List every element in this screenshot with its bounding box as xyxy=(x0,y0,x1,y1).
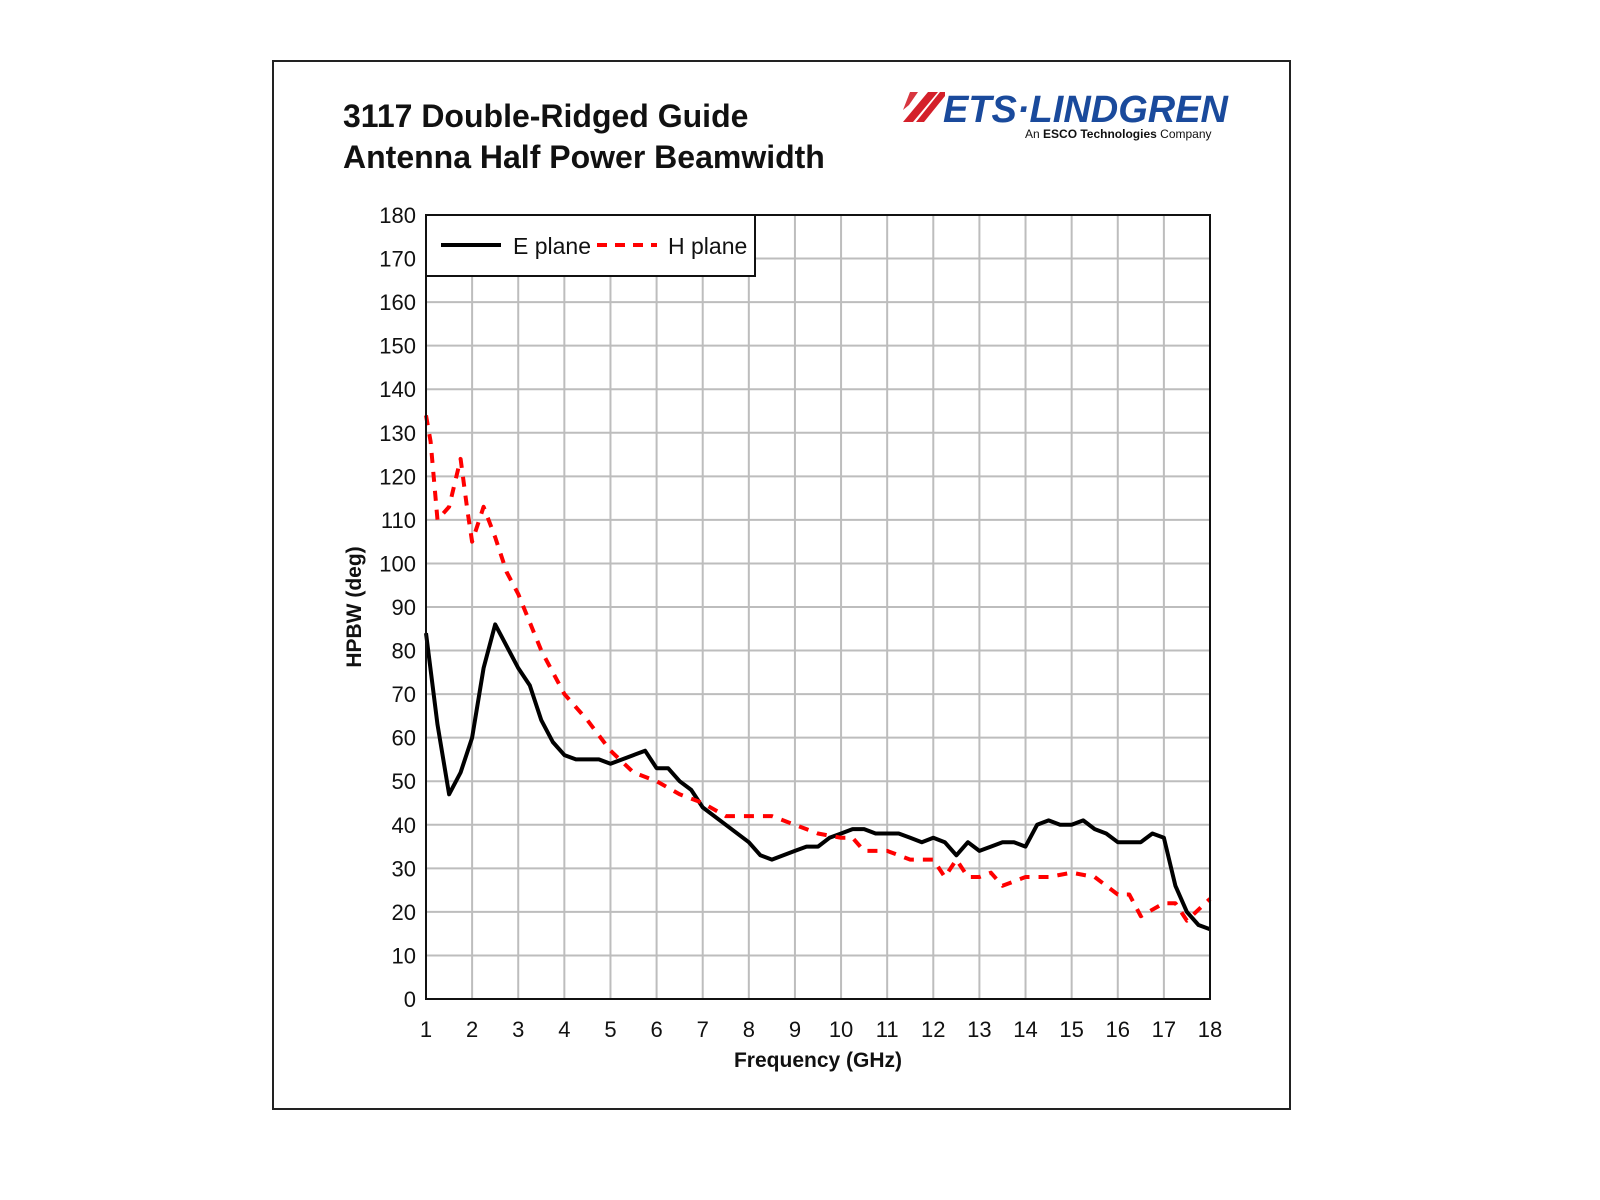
series-line-h-plane xyxy=(424,415,1212,923)
y-tick-label: 90 xyxy=(392,595,416,620)
x-tick-label: 3 xyxy=(512,1017,524,1042)
x-tick-label: 12 xyxy=(921,1017,945,1042)
x-tick-label: 14 xyxy=(1013,1017,1037,1042)
x-tick-label: 1 xyxy=(420,1017,432,1042)
plot-frame xyxy=(425,214,1211,1000)
x-tick-label: 18 xyxy=(1198,1017,1222,1042)
x-tick-label: 13 xyxy=(967,1017,991,1042)
y-tick-label: 60 xyxy=(392,726,416,751)
y-tick-label: 130 xyxy=(379,421,416,446)
series-line-e-plane xyxy=(424,622,1211,932)
y-tick-label: 120 xyxy=(379,464,416,489)
ets-lindgren-logo: ETS·LINDGREN An ESCO Technologies Compan… xyxy=(903,89,1230,141)
y-axis-label: HPBW (deg) xyxy=(343,546,366,667)
legend-label-e-plane: E plane xyxy=(513,233,591,259)
chart-title-line1: 3117 Double-Ridged Guide xyxy=(343,98,748,134)
x-tick-label: 2 xyxy=(466,1017,478,1042)
y-tick-label: 0 xyxy=(404,987,416,1012)
y-tick-label: 180 xyxy=(379,203,416,228)
x-tick-label: 11 xyxy=(876,1017,899,1042)
x-tick-label: 6 xyxy=(650,1017,662,1042)
y-tick-label: 20 xyxy=(392,900,416,925)
y-tick-label: 110 xyxy=(381,508,416,533)
svg-text:An ESCO Technologies Company: An ESCO Technologies Company xyxy=(1025,127,1212,141)
y-tick-label: 10 xyxy=(392,943,416,968)
x-tick-label: 9 xyxy=(789,1017,801,1042)
chart-title-line2: Antenna Half Power Beamwidth xyxy=(343,139,825,175)
y-tick-label: 70 xyxy=(392,682,416,707)
x-tick-label: 7 xyxy=(697,1017,709,1042)
x-tick-label: 17 xyxy=(1152,1017,1176,1042)
svg-text:ETS·LINDGREN: ETS·LINDGREN xyxy=(943,89,1230,131)
y-tick-label: 140 xyxy=(379,377,416,402)
y-tick-label: 80 xyxy=(392,639,416,664)
legend-label-h-plane: H plane xyxy=(668,233,747,259)
y-tick-label: 40 xyxy=(392,813,416,838)
x-axis-label: Frequency (GHz) xyxy=(734,1049,902,1072)
y-tick-label: 30 xyxy=(392,856,416,881)
figure-border xyxy=(272,60,1291,1110)
y-tick-label: 170 xyxy=(379,247,416,272)
logo-wave-icon xyxy=(903,92,945,122)
y-tick-label: 50 xyxy=(392,769,416,794)
x-tick-label: 8 xyxy=(743,1017,755,1042)
x-tick-label: 16 xyxy=(1106,1017,1130,1042)
x-tick-label: 10 xyxy=(829,1017,853,1042)
x-tick-label: 15 xyxy=(1059,1017,1083,1042)
x-tick-label: 5 xyxy=(604,1017,616,1042)
x-tick-label: 4 xyxy=(558,1017,570,1042)
legend: E plane H plane xyxy=(425,214,756,277)
grid xyxy=(425,214,1211,1000)
y-tick-label: 160 xyxy=(379,290,416,315)
y-tick-label: 100 xyxy=(379,551,416,576)
y-tick-label: 150 xyxy=(379,334,416,359)
